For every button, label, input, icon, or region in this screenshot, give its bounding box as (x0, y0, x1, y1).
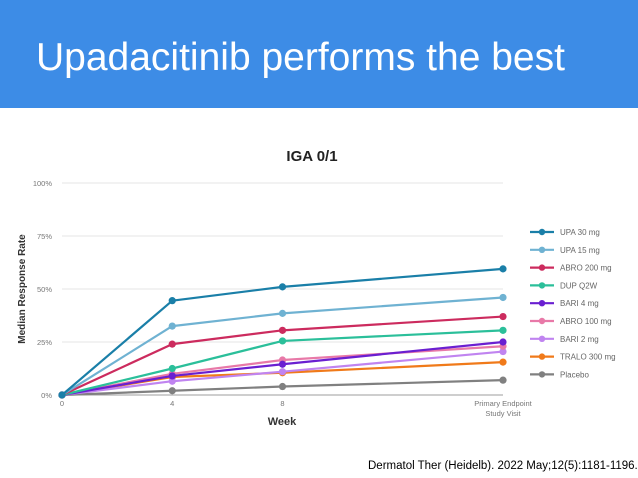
data-point (499, 338, 507, 346)
legend-label: UPA 30 mg (560, 228, 600, 237)
slide-title: Upadacitinib performs the best (36, 36, 565, 79)
legend-swatch-marker (538, 335, 546, 342)
legend-swatch-marker (538, 300, 546, 307)
data-point (499, 376, 507, 384)
series-line (61, 315, 504, 396)
legend-label: BARI 4 mg (560, 299, 599, 308)
chart-title: IGA 0/1 (286, 148, 337, 165)
data-point (278, 360, 287, 368)
legend-label: BARI 2 mg (560, 335, 599, 344)
iga-line-chart: IGA 0/1 0% 25% 50% 75% 100% 0 4 8 Primary Endpoin… (17, 148, 616, 428)
legend-swatch-marker (538, 228, 546, 236)
legend-swatch-marker (538, 317, 546, 325)
series-line (61, 296, 504, 396)
data-point (168, 364, 176, 373)
data-point (278, 326, 287, 334)
legend-swatch-marker (538, 371, 546, 378)
data-point (278, 337, 287, 345)
y-tick-label: 75% (37, 232, 52, 241)
x-tick-label: 8 (280, 399, 284, 408)
series-line (61, 329, 504, 397)
series-line (61, 340, 504, 397)
legend-swatch-marker (538, 282, 546, 289)
y-tick-label: 50% (37, 285, 52, 294)
x-tick-label-line: 4 (170, 399, 174, 408)
data-point (499, 358, 507, 366)
legend-label: ABRO 100 mg (560, 317, 612, 326)
y-tick-label: 100% (33, 179, 53, 188)
legend-label: ABRO 200 mg (560, 264, 612, 273)
data-point (168, 340, 176, 348)
title-bar (0, 0, 638, 108)
legend-swatch-marker (538, 353, 546, 360)
data-point (278, 309, 287, 317)
data-point (278, 368, 287, 376)
legend-label: Placebo (560, 370, 589, 379)
x-tick-label: 4 (170, 399, 174, 408)
x-axis-title: Week (268, 416, 297, 428)
data-point (499, 293, 507, 302)
y-tick-label: 0% (41, 391, 52, 400)
data-point (168, 377, 176, 385)
data-point (168, 322, 176, 330)
legend-swatch-marker (538, 264, 546, 271)
data-point (278, 382, 287, 391)
data-point (499, 312, 507, 321)
data-point (499, 347, 507, 356)
x-tick-label-line: Study Visit (485, 409, 521, 418)
series-line (61, 267, 504, 396)
data-point (499, 326, 507, 334)
data-point (168, 387, 176, 395)
data-point (168, 372, 176, 380)
data-point (58, 391, 66, 399)
citation: Dermatol Ther (Heidelb). 2022 May;12(5):… (368, 460, 638, 472)
x-tick-label-line: 8 (280, 399, 284, 408)
legend-label: TRALO 300 mg (560, 353, 616, 362)
legend-label: DUP Q2W (560, 281, 598, 290)
x-tick-label-line: 0 (60, 399, 64, 408)
x-tick-label: 0 (60, 399, 64, 408)
data-point (499, 265, 507, 273)
series-line (61, 379, 504, 397)
y-axis-title: Median Response Rate (17, 234, 28, 344)
data-point (278, 283, 287, 291)
data-point (168, 297, 176, 305)
legend-swatch-marker (538, 246, 546, 253)
y-tick-label: 25% (37, 338, 52, 347)
x-tick-label: Primary Endpoint Study Visit (474, 399, 532, 418)
x-tick-label-line: Primary Endpoint (474, 399, 532, 408)
series-line (61, 350, 504, 397)
legend-label: UPA 15 mg (560, 246, 600, 255)
